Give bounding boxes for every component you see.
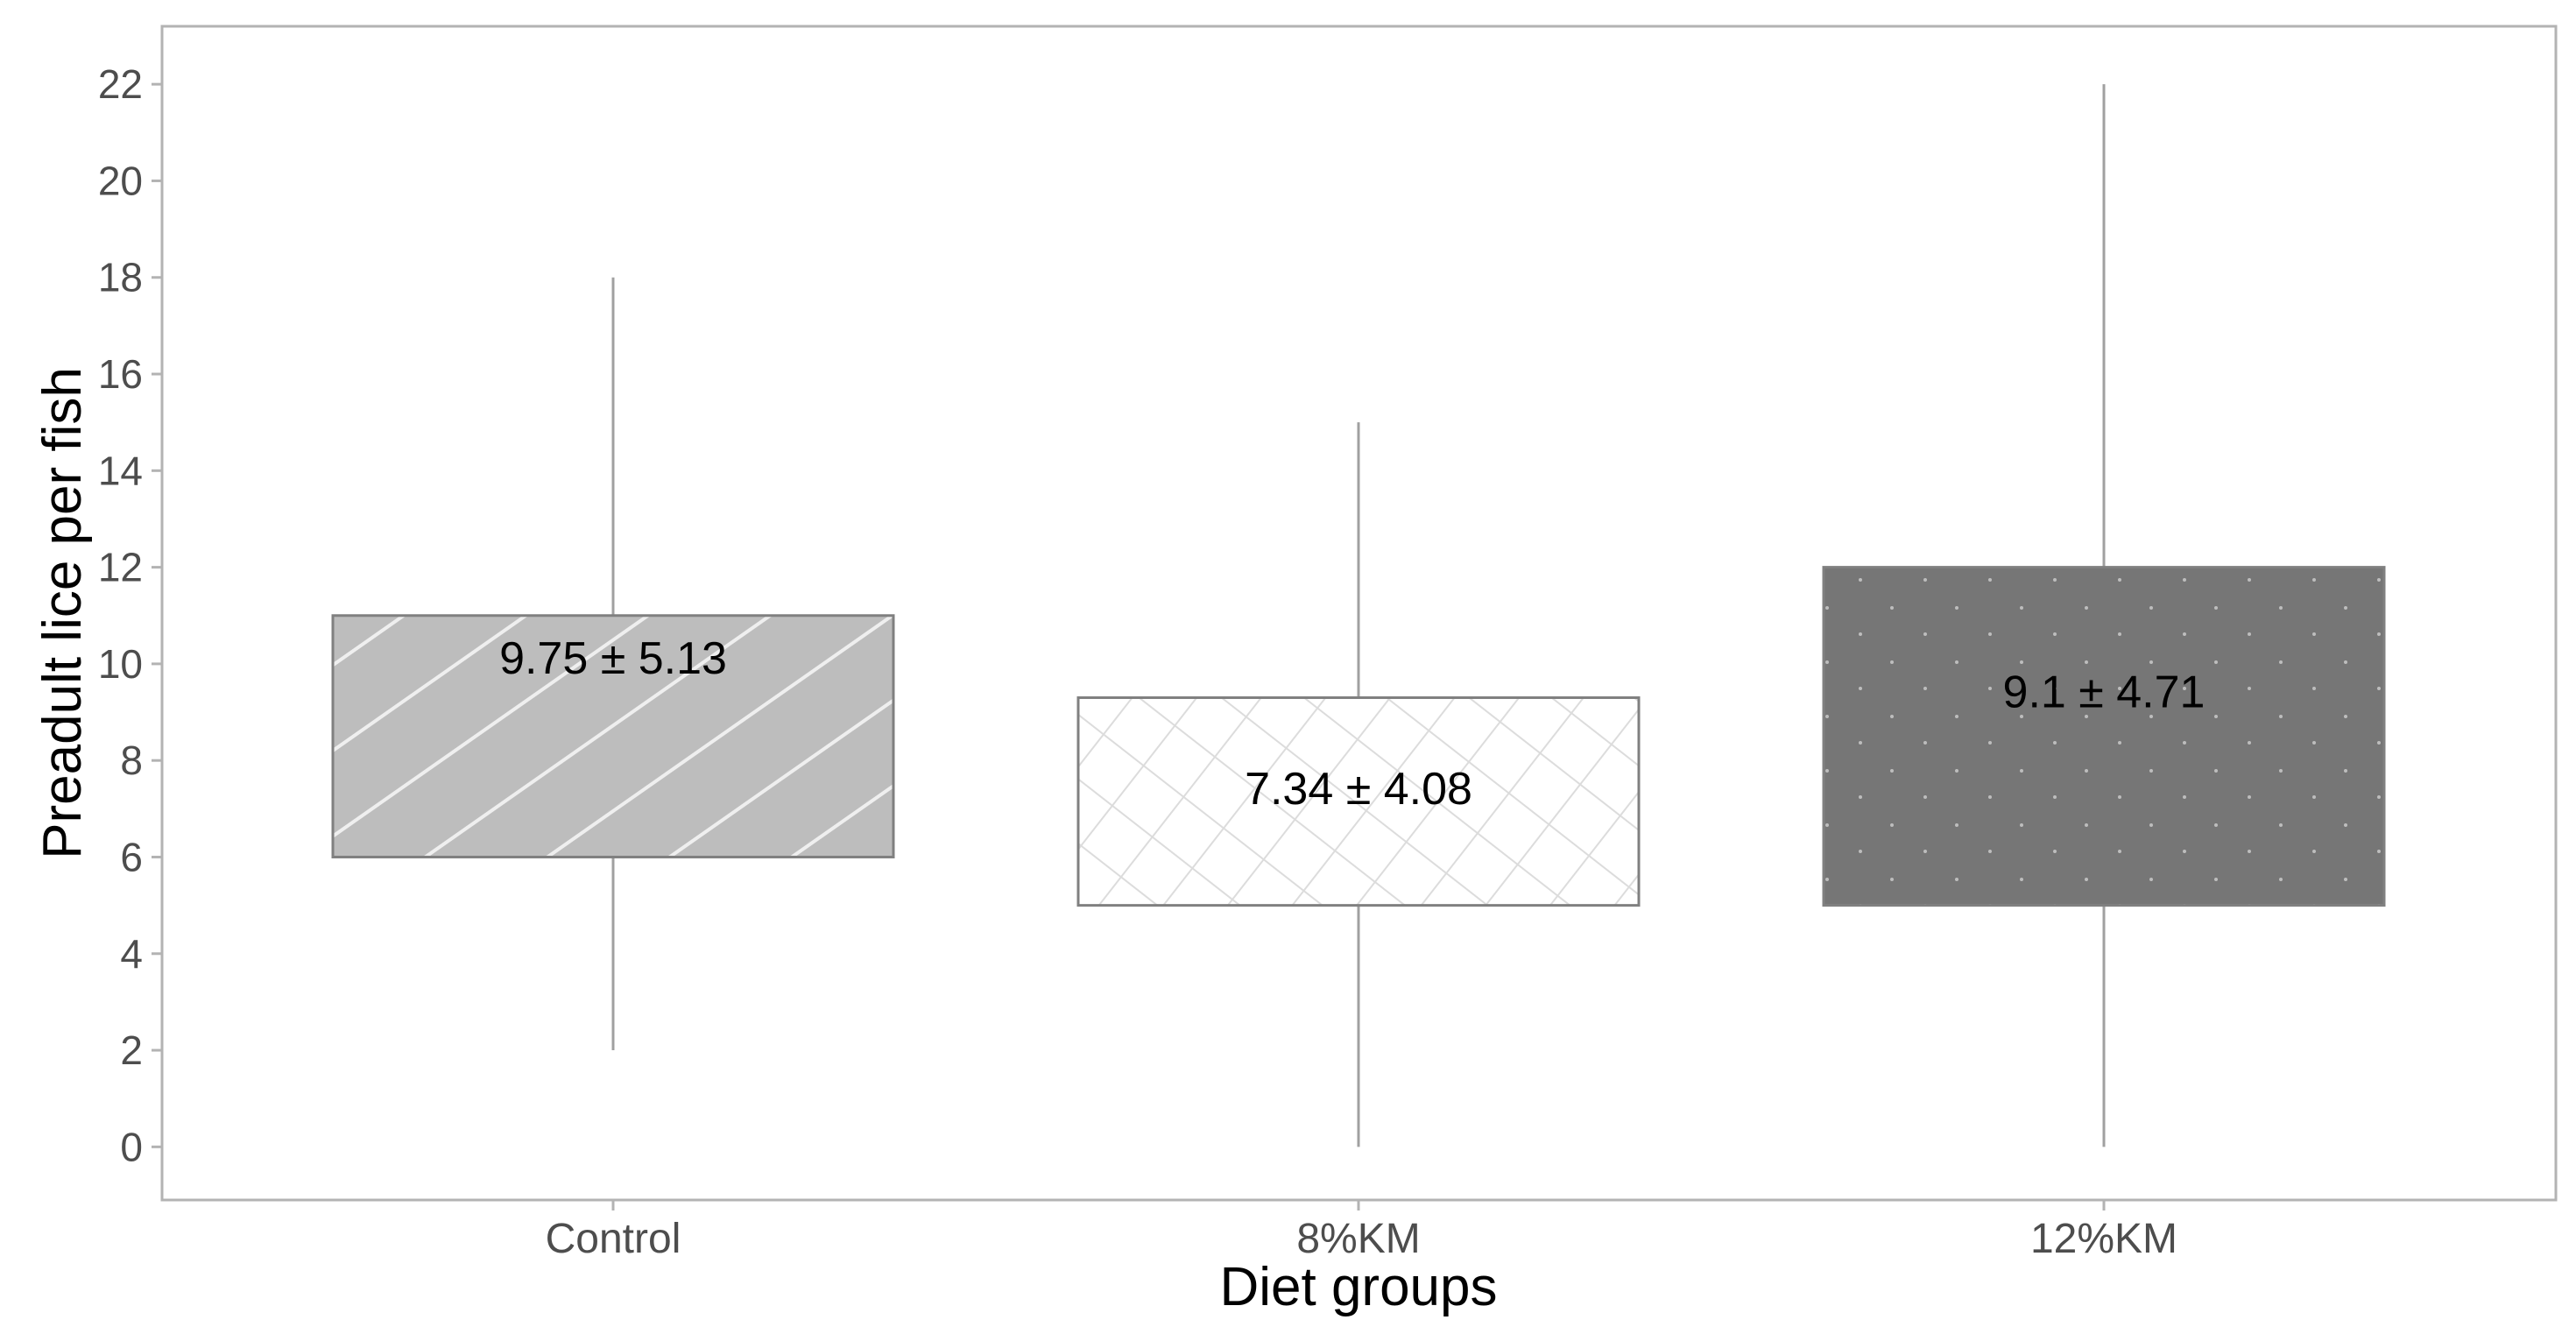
- box-mean-sd-label: 9.75 ± 5.13: [499, 633, 727, 684]
- y-tick-label: 12: [98, 545, 143, 590]
- y-tick-label: 4: [120, 931, 143, 977]
- y-tick-label: 14: [98, 448, 143, 493]
- y-tick-label: 10: [98, 641, 143, 687]
- y-tick-label: 22: [98, 61, 143, 107]
- y-tick-label: 2: [120, 1027, 143, 1073]
- box: [331, 614, 895, 858]
- box-group: 9.1 ± 4.71: [1822, 84, 2386, 1147]
- y-axis: 0 2 4 6 8 10 12 14 16 18 20 22: [98, 61, 162, 1169]
- y-tick-label: 0: [120, 1124, 143, 1169]
- box: [1076, 696, 1641, 907]
- y-tick-label: 18: [98, 255, 143, 300]
- boxes-layer: 9.75 ± 5.13 7.34 ± 4.08 9.1 ± 4.71: [331, 84, 2386, 1147]
- y-tick-label: 8: [120, 738, 143, 783]
- x-tick-label: 12%KM: [2030, 1216, 2177, 1262]
- y-tick-label: 6: [120, 834, 143, 879]
- x-tick-label: Control: [546, 1216, 681, 1262]
- y-tick-label: 16: [98, 351, 143, 397]
- x-axis-title: Diet groups: [1219, 1257, 1497, 1317]
- box-group: 7.34 ± 4.08: [1076, 422, 1641, 1147]
- x-tick-label: 8%KM: [1296, 1216, 1420, 1262]
- x-axis: Control 8%KM 12%KM: [546, 1200, 2177, 1262]
- box-mean-sd-label: 7.34 ± 4.08: [1245, 764, 1472, 815]
- box-group: 9.75 ± 5.13: [331, 277, 895, 1051]
- box: [1822, 566, 2386, 907]
- box-mean-sd-label: 9.1 ± 4.71: [2003, 667, 2205, 718]
- y-axis-title: Preadult lice per fish: [32, 367, 93, 859]
- y-tick-label: 20: [98, 158, 143, 203]
